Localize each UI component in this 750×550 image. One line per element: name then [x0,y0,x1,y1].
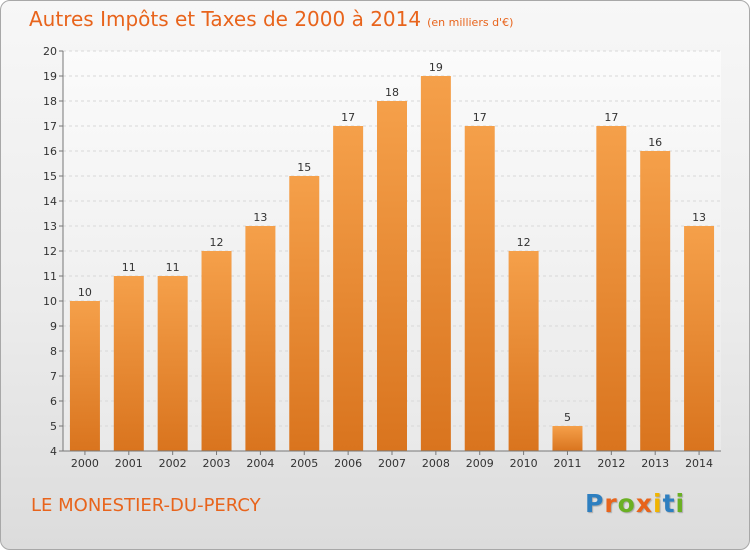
bar [508,251,539,451]
logo-letter: o [617,489,636,518]
logo-letter: t [662,489,676,518]
bar [201,251,232,451]
bar [69,301,100,451]
x-tick-label: 2001 [115,457,143,470]
x-tick-label: 2011 [553,457,581,470]
x-tick-label: 2004 [246,457,274,470]
proxiti-logo: Proxiti [585,489,685,518]
y-tick-label: 19 [43,70,57,83]
logo-letter: r [604,489,618,518]
data-label: 10 [78,286,92,299]
chart-subtitle: (en milliers d'€) [427,16,514,29]
bar [333,126,364,451]
commune-name: LE MONESTIER-DU-PERCY [31,495,261,516]
y-tick-label: 14 [43,195,57,208]
data-label: 11 [166,261,180,274]
x-tick-label: 2002 [159,457,187,470]
y-tick-label: 18 [43,95,57,108]
x-tick-label: 2014 [685,457,713,470]
y-tick-label: 10 [43,295,57,308]
x-tick-label: 2005 [290,457,318,470]
x-tick-label: 2008 [422,457,450,470]
data-label: 12 [517,236,531,249]
data-label: 17 [473,111,487,124]
data-label: 17 [341,111,355,124]
y-tick-label: 7 [50,370,57,383]
data-label: 12 [210,236,224,249]
chart-title: Autres Impôts et Taxes de 2000 à 2014 (en… [29,7,513,31]
bar [420,76,451,451]
data-label: 13 [692,211,706,224]
data-label: 18 [385,86,399,99]
logo-letter: P [585,489,605,518]
x-tick-label: 2013 [641,457,669,470]
bars-group: 10 11 11 12 13 15 17 18 19 17 12 5 17 16 13 [69,61,715,451]
bar [113,276,144,451]
bar [552,426,583,451]
y-tick-label: 6 [50,395,57,408]
y-tick-label: 20 [43,45,57,58]
x-tick-label: 2010 [510,457,538,470]
bar [377,101,407,451]
y-tick-label: 11 [43,270,57,283]
y-tick-label: 15 [43,170,57,183]
data-label: 19 [429,61,443,74]
data-label: 5 [564,411,571,424]
bar [157,276,188,451]
y-tick-label: 17 [43,120,57,133]
y-tick-label: 9 [50,320,57,333]
y-tick-label: 4 [50,445,57,458]
x-axis: 2000 2001 2002 2003 2004 2005 2006 2007 2008 2009… [63,450,721,470]
y-tick-label: 16 [43,145,57,158]
logo-letter: x [635,489,653,518]
x-tick-label: 2006 [334,457,362,470]
x-tick-label: 2007 [378,457,406,470]
data-label: 13 [253,211,267,224]
bar [640,151,671,451]
bar [684,226,715,451]
logo-letter: i [653,489,663,518]
data-label: 17 [604,111,618,124]
x-tick-label: 2003 [203,457,231,470]
x-tick-label: 2000 [71,457,99,470]
data-label: 11 [122,261,136,274]
bar [245,226,276,451]
y-tick-label: 13 [43,220,57,233]
data-label: 16 [648,136,662,149]
y-tick-label: 8 [50,345,57,358]
chart-title-text: Autres Impôts et Taxes de 2000 à 2014 [29,7,422,31]
data-label: 15 [297,161,311,174]
x-tick-label: 2012 [597,457,625,470]
bar [596,126,627,451]
bar [289,176,320,451]
bar [464,126,495,451]
x-tick-label: 2009 [466,457,494,470]
logo-letter: i [675,489,686,518]
y-tick-label: 5 [50,420,57,433]
y-tick-label: 12 [43,245,57,258]
y-axis: 4 5 6 7 8 9 10 11 12 13 14 15 16 17 18 19 20 [43,45,64,458]
